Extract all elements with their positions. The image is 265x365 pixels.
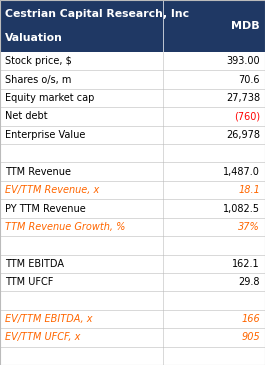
Bar [0, 162, 265, 181]
Text: 162.1: 162.1 [232, 259, 260, 269]
Text: Net debt: Net debt [5, 111, 48, 122]
Bar [0, 107, 265, 126]
Bar [0, 89, 265, 107]
Bar [0, 273, 265, 291]
Text: Shares o/s, m: Shares o/s, m [5, 74, 71, 85]
Text: 37%: 37% [238, 222, 260, 232]
Text: Stock price, $: Stock price, $ [5, 56, 72, 66]
Text: 1,487.0: 1,487.0 [223, 167, 260, 177]
Bar [0, 199, 265, 218]
Bar [0, 144, 265, 162]
Text: TTM EBITDA: TTM EBITDA [5, 259, 64, 269]
Bar [0, 218, 265, 236]
Text: Cestrian Capital Research, Inc: Cestrian Capital Research, Inc [5, 9, 189, 19]
Text: Enterprise Value: Enterprise Value [5, 130, 85, 140]
Bar [0, 52, 265, 70]
Text: TTM UFCF: TTM UFCF [5, 277, 53, 287]
Text: EV/TTM EBITDA, x: EV/TTM EBITDA, x [5, 314, 92, 324]
Text: (760): (760) [234, 111, 260, 122]
Text: TTM Revenue: TTM Revenue [5, 167, 71, 177]
Bar [0, 328, 265, 347]
Text: 18.1: 18.1 [238, 185, 260, 195]
Text: 70.6: 70.6 [238, 74, 260, 85]
Bar [0, 126, 265, 144]
Text: Equity market cap: Equity market cap [5, 93, 94, 103]
Text: EV/TTM UFCF, x: EV/TTM UFCF, x [5, 333, 80, 342]
Text: 26,978: 26,978 [226, 130, 260, 140]
Bar [0, 70, 265, 89]
Text: 29.8: 29.8 [238, 277, 260, 287]
Text: MDB: MDB [231, 21, 260, 31]
Text: 27,738: 27,738 [226, 93, 260, 103]
Text: Valuation: Valuation [5, 33, 63, 43]
Text: 166: 166 [241, 314, 260, 324]
Bar [0, 291, 265, 310]
Text: 1,082.5: 1,082.5 [223, 204, 260, 214]
Bar [0, 347, 265, 365]
Text: TTM Revenue Growth, %: TTM Revenue Growth, % [5, 222, 125, 232]
Bar [0, 254, 265, 273]
Text: EV/TTM Revenue, x: EV/TTM Revenue, x [5, 185, 99, 195]
Text: PY TTM Revenue: PY TTM Revenue [5, 204, 86, 214]
Bar [0, 181, 265, 199]
Bar [0, 236, 265, 254]
Text: 905: 905 [241, 333, 260, 342]
Text: 393.00: 393.00 [226, 56, 260, 66]
Bar [0, 310, 265, 328]
